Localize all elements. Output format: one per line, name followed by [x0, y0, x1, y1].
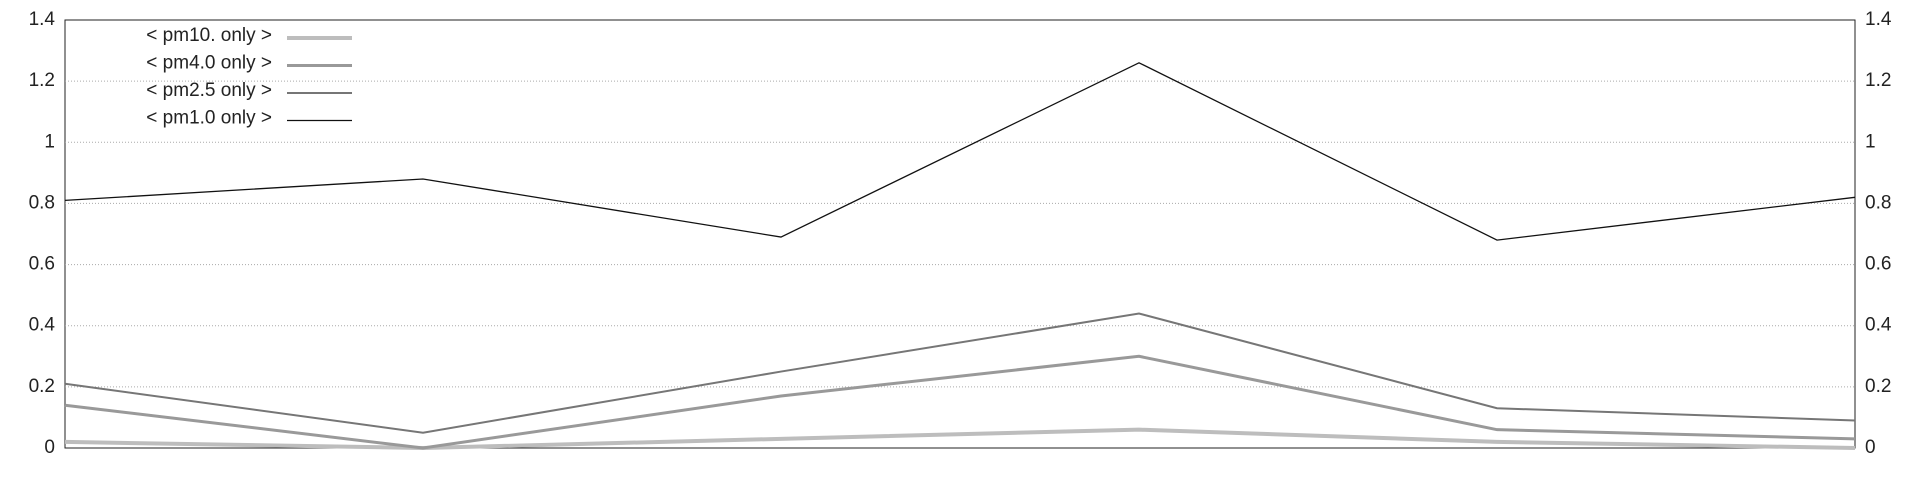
- y-tick-label: 1: [44, 131, 55, 152]
- y2-tick-label: 0: [1865, 437, 1876, 458]
- y-tick-label: 0: [44, 437, 55, 458]
- y2-tick-label: 0.2: [1865, 376, 1891, 397]
- legend-label: < pm4.0 only >: [146, 53, 272, 74]
- y-tick-label: 1.2: [29, 70, 55, 91]
- y-tick-label: 0.8: [29, 192, 55, 213]
- y2-tick-label: 0.6: [1865, 254, 1891, 275]
- plot-frame: [64, 19, 1856, 449]
- legend-label: < pm2.5 only >: [146, 80, 272, 101]
- series-line: [64, 312, 1856, 434]
- legend-label: < pm10. only >: [146, 25, 272, 46]
- y2-tick-label: 0.8: [1865, 192, 1891, 213]
- y2-tick-label: 1.2: [1865, 70, 1891, 91]
- y-tick-label: 1.4: [29, 9, 56, 30]
- y2-tick-label: 1.4: [1865, 9, 1892, 30]
- y2-tick-label: 1: [1865, 131, 1876, 152]
- y2-tick-label: 0.4: [1865, 315, 1892, 336]
- series-line: [64, 62, 1856, 241]
- series-line: [64, 354, 1856, 450]
- y-tick-label: 0.4: [29, 315, 56, 336]
- y-tick-label: 0.2: [29, 376, 55, 397]
- series-line: [64, 427, 1856, 451]
- legend-label: < pm1.0 only >: [146, 108, 272, 129]
- y-tick-label: 0.6: [29, 254, 55, 275]
